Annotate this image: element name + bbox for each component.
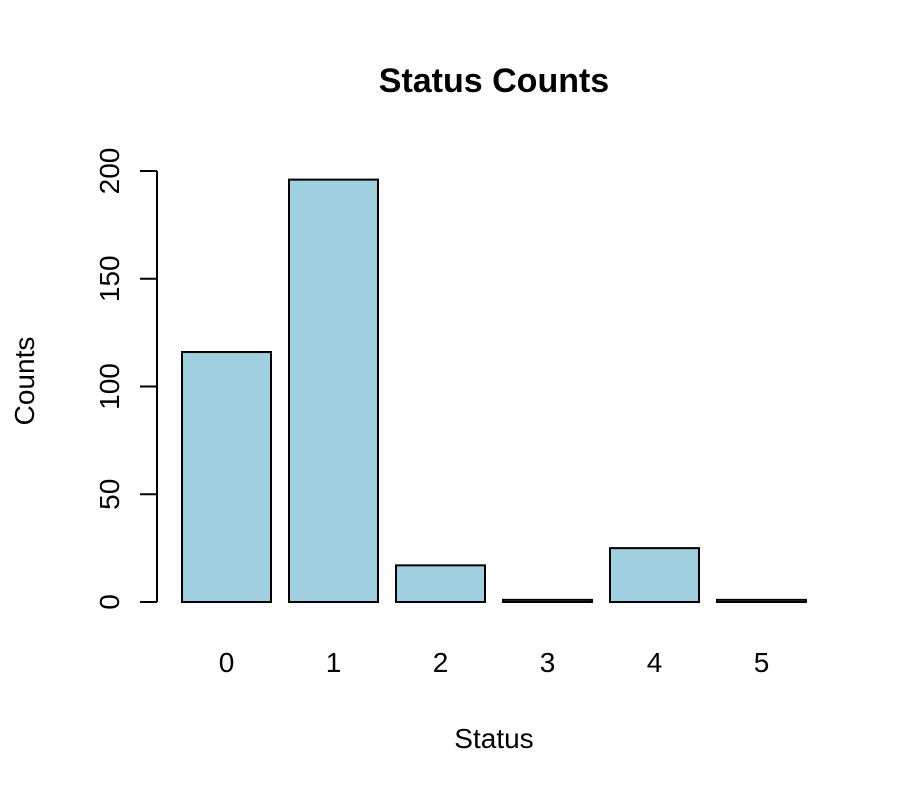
y-axis-label: Counts bbox=[9, 337, 40, 426]
y-tick-label: 100 bbox=[94, 363, 125, 410]
y-tick-label: 50 bbox=[94, 479, 125, 510]
x-tick-label: 0 bbox=[219, 647, 235, 678]
y-tick-label: 0 bbox=[94, 594, 125, 610]
y-tick-label: 150 bbox=[94, 255, 125, 302]
bar-2 bbox=[395, 564, 486, 603]
x-tick-label: 1 bbox=[326, 647, 342, 678]
y-tick-label: 200 bbox=[94, 148, 125, 195]
x-tick-labels: 0 1 2 3 4 5 bbox=[219, 647, 770, 678]
x-axis-label: Status bbox=[454, 723, 533, 754]
bar-4 bbox=[609, 547, 700, 603]
x-tick-label: 2 bbox=[433, 647, 449, 678]
x-tick-label: 4 bbox=[647, 647, 663, 678]
bar-0 bbox=[181, 351, 272, 603]
bar-1 bbox=[288, 178, 379, 603]
x-tick-label: 3 bbox=[540, 647, 556, 678]
x-tick-label: 5 bbox=[754, 647, 770, 678]
bar-3 bbox=[502, 598, 593, 603]
bars-group bbox=[181, 178, 807, 603]
y-axis: 0 50 100 150 200 bbox=[94, 148, 158, 610]
chart-title: Status Counts bbox=[379, 62, 609, 100]
bar-5 bbox=[716, 598, 807, 603]
